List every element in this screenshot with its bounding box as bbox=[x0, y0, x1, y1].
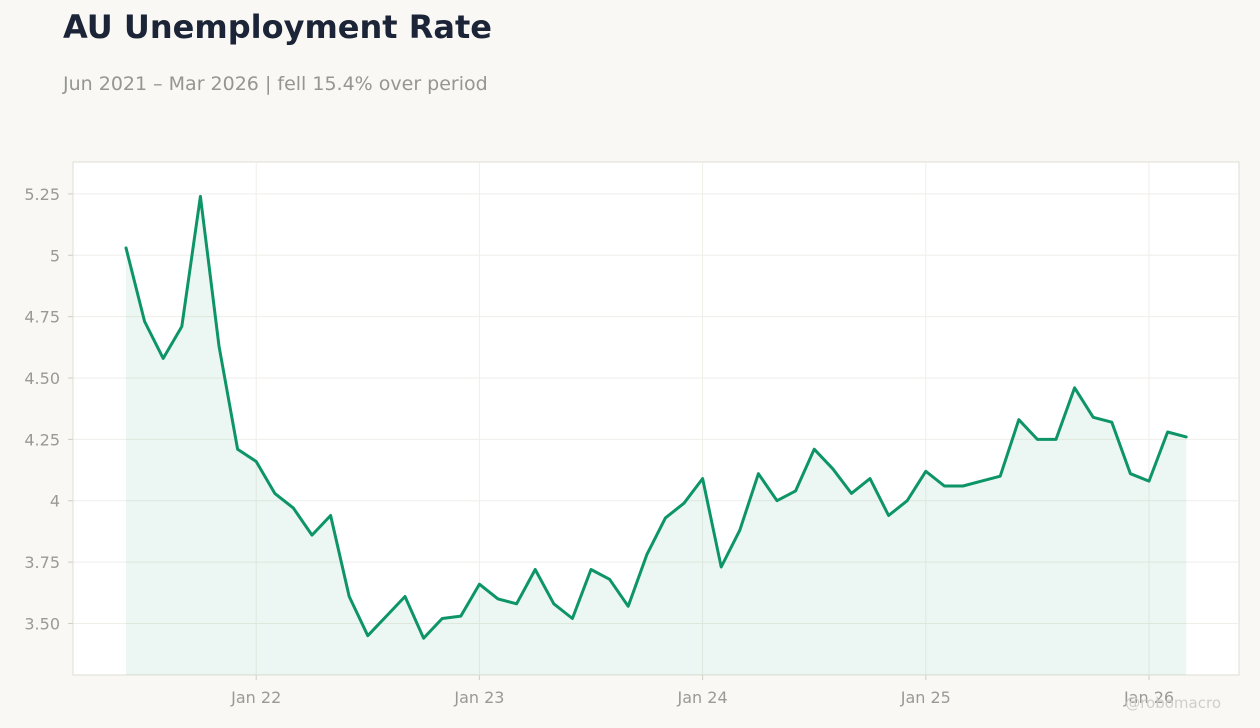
data-point bbox=[532, 567, 538, 573]
data-point bbox=[1016, 417, 1022, 423]
x-tick-label: Jan 24 bbox=[677, 688, 728, 707]
data-point bbox=[867, 476, 873, 482]
data-point bbox=[774, 498, 780, 504]
data-point bbox=[421, 635, 427, 641]
data-point bbox=[346, 594, 352, 600]
data-point bbox=[904, 498, 910, 504]
data-point bbox=[123, 245, 129, 251]
data-point bbox=[365, 633, 371, 639]
data-point bbox=[848, 490, 854, 496]
data-point bbox=[1127, 471, 1133, 477]
data-point bbox=[588, 567, 594, 573]
data-point bbox=[793, 488, 799, 494]
y-tick-label: 4.25 bbox=[24, 430, 60, 449]
data-point bbox=[737, 527, 743, 533]
data-point bbox=[625, 603, 631, 609]
data-point bbox=[1146, 478, 1152, 484]
plot-area bbox=[72, 161, 1240, 676]
data-point bbox=[142, 319, 148, 325]
data-point bbox=[514, 601, 520, 607]
data-point bbox=[309, 532, 315, 538]
x-tick-label: Jan 26 bbox=[1123, 688, 1174, 707]
data-point bbox=[402, 594, 408, 600]
data-point bbox=[811, 446, 817, 452]
data-point bbox=[272, 490, 278, 496]
data-point bbox=[886, 513, 892, 519]
y-tick-label: 4.75 bbox=[24, 308, 60, 327]
data-point bbox=[216, 343, 222, 349]
y-tick-label: 5 bbox=[50, 246, 60, 265]
data-point bbox=[662, 515, 668, 521]
data-point bbox=[1109, 419, 1115, 425]
data-point bbox=[569, 616, 575, 622]
series-line bbox=[124, 194, 1188, 640]
data-point bbox=[1072, 385, 1078, 391]
data-point bbox=[941, 483, 947, 489]
data-point bbox=[644, 552, 650, 558]
data-point bbox=[383, 613, 389, 619]
x-tick-label: Jan 25 bbox=[900, 688, 951, 707]
data-point bbox=[551, 601, 557, 607]
area-fill bbox=[126, 196, 1187, 675]
data-point bbox=[923, 468, 929, 474]
axis-labels: 3.50 3.75 4 4.25 4.50 4.75 5 5.25 Jan 22 Jan 23 Ja… bbox=[24, 185, 1174, 707]
data-point bbox=[1053, 436, 1059, 442]
data-point bbox=[1090, 414, 1096, 420]
area-layer bbox=[124, 194, 1188, 675]
chart-title: AU Unemployment Rate bbox=[63, 8, 492, 46]
x-tick-label: Jan 23 bbox=[453, 688, 504, 707]
data-point bbox=[1165, 429, 1171, 435]
data-point bbox=[458, 613, 464, 619]
data-point bbox=[495, 596, 501, 602]
watermark: @robomacro bbox=[1125, 694, 1221, 712]
data-point bbox=[681, 500, 687, 506]
data-point bbox=[253, 459, 259, 465]
data-point bbox=[290, 505, 296, 511]
data-point bbox=[997, 473, 1003, 479]
data-point bbox=[1183, 434, 1189, 440]
x-tick-label: Jan 22 bbox=[230, 688, 281, 707]
y-tick-label: 3.75 bbox=[24, 553, 60, 572]
y-tick-label: 4 bbox=[50, 492, 60, 511]
y-tick-label: 3.50 bbox=[24, 614, 60, 633]
data-point bbox=[755, 471, 761, 477]
data-point bbox=[197, 193, 203, 199]
data-point bbox=[700, 476, 706, 482]
data-point bbox=[179, 324, 185, 330]
chart-subtitle: Jun 2021 – Mar 2026 | fell 15.4% over pe… bbox=[63, 73, 488, 95]
data-point bbox=[979, 478, 985, 484]
data-point bbox=[328, 513, 334, 519]
data-point bbox=[439, 616, 445, 622]
data-point bbox=[830, 466, 836, 472]
y-tick-label: 4.50 bbox=[24, 369, 60, 388]
data-point bbox=[960, 483, 966, 489]
data-point bbox=[476, 581, 482, 587]
data-point bbox=[160, 355, 166, 361]
y-tick-label: 5.25 bbox=[24, 185, 60, 204]
data-point bbox=[1034, 436, 1040, 442]
data-point bbox=[235, 446, 241, 452]
data-point bbox=[718, 564, 724, 570]
data-point bbox=[607, 576, 613, 582]
